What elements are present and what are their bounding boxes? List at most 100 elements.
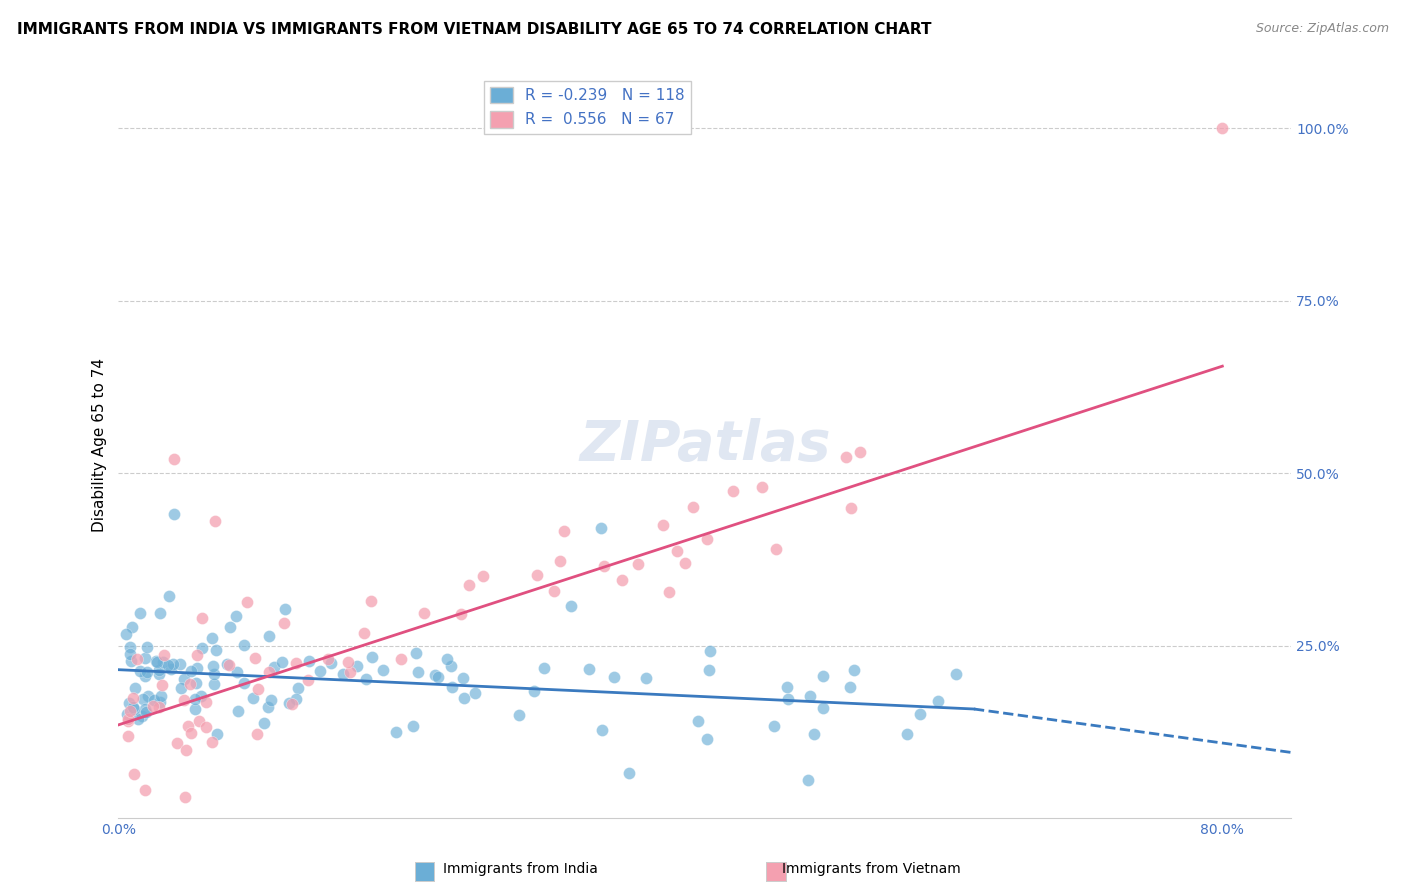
Point bbox=[776, 692, 799, 706]
Point bbox=[145, 654, 167, 668]
Point bbox=[658, 585, 681, 599]
Point bbox=[219, 619, 242, 633]
Point bbox=[602, 670, 624, 684]
Point bbox=[146, 656, 169, 670]
Point bbox=[811, 701, 834, 715]
Point bbox=[464, 686, 486, 700]
Point bbox=[799, 689, 821, 703]
Point bbox=[205, 727, 228, 741]
Point bbox=[117, 729, 139, 743]
Point bbox=[232, 639, 254, 653]
Point bbox=[124, 702, 146, 716]
Point bbox=[522, 683, 544, 698]
Point bbox=[233, 675, 256, 690]
Point bbox=[526, 568, 548, 582]
Point bbox=[117, 712, 139, 726]
Point bbox=[927, 694, 949, 708]
Point bbox=[319, 657, 342, 671]
Point bbox=[225, 665, 247, 679]
Point bbox=[134, 783, 156, 797]
Point bbox=[246, 727, 269, 741]
Point bbox=[242, 690, 264, 705]
Point bbox=[148, 699, 170, 714]
Point bbox=[186, 661, 208, 675]
Point bbox=[173, 672, 195, 686]
Point bbox=[360, 594, 382, 608]
Point bbox=[508, 708, 530, 723]
Point bbox=[124, 681, 146, 695]
Point bbox=[453, 691, 475, 706]
Point bbox=[191, 611, 214, 625]
Point bbox=[652, 517, 675, 532]
Point bbox=[385, 725, 408, 739]
Point bbox=[121, 700, 143, 714]
Point bbox=[134, 651, 156, 665]
Point bbox=[217, 657, 239, 671]
Point bbox=[553, 524, 575, 538]
Point bbox=[696, 731, 718, 746]
Point bbox=[118, 704, 141, 718]
Point bbox=[281, 697, 304, 711]
Point bbox=[839, 680, 862, 694]
Point bbox=[129, 606, 152, 620]
Point bbox=[849, 444, 872, 458]
Point bbox=[184, 702, 207, 716]
Point bbox=[776, 680, 799, 694]
Text: Source: ZipAtlas.com: Source: ZipAtlas.com bbox=[1256, 22, 1389, 36]
Point bbox=[450, 607, 472, 622]
Point bbox=[125, 652, 148, 666]
Point bbox=[436, 652, 458, 666]
Point bbox=[354, 672, 377, 686]
Text: Immigrants from Vietnam: Immigrants from Vietnam bbox=[782, 862, 962, 876]
Point bbox=[117, 706, 139, 721]
Point bbox=[673, 556, 696, 570]
Point bbox=[560, 599, 582, 613]
Point bbox=[150, 689, 173, 703]
Point bbox=[257, 699, 280, 714]
Point bbox=[135, 665, 157, 679]
Text: ZIPatlas: ZIPatlas bbox=[579, 418, 831, 473]
Point bbox=[471, 568, 494, 582]
Point bbox=[316, 652, 339, 666]
Point bbox=[117, 714, 139, 729]
Point bbox=[543, 584, 565, 599]
Point bbox=[298, 654, 321, 668]
Y-axis label: Disability Age 65 to 74: Disability Age 65 to 74 bbox=[93, 359, 107, 533]
Point bbox=[166, 736, 188, 750]
Point bbox=[834, 450, 856, 465]
Point bbox=[332, 667, 354, 681]
Point bbox=[186, 648, 208, 663]
Text: Immigrants from India: Immigrants from India bbox=[443, 862, 598, 876]
Point bbox=[204, 514, 226, 528]
Point bbox=[122, 767, 145, 781]
Point bbox=[245, 650, 267, 665]
Point bbox=[762, 719, 785, 733]
Point bbox=[142, 698, 165, 713]
Point bbox=[157, 589, 180, 603]
Text: IMMIGRANTS FROM INDIA VS IMMIGRANTS FROM VIETNAM DISABILITY AGE 65 TO 74 CORRELA: IMMIGRANTS FROM INDIA VS IMMIGRANTS FROM… bbox=[17, 22, 931, 37]
Point bbox=[118, 647, 141, 661]
Point bbox=[353, 626, 375, 640]
Point bbox=[548, 553, 571, 567]
Point bbox=[246, 682, 269, 697]
Point bbox=[201, 735, 224, 749]
Point bbox=[389, 652, 412, 666]
Point bbox=[360, 649, 382, 664]
Point bbox=[143, 693, 166, 707]
Point bbox=[202, 666, 225, 681]
Point bbox=[797, 773, 820, 788]
Point bbox=[263, 660, 285, 674]
Point bbox=[148, 666, 170, 681]
Point bbox=[202, 677, 225, 691]
Point bbox=[636, 672, 658, 686]
Point bbox=[128, 665, 150, 679]
Point bbox=[1211, 121, 1233, 136]
Point bbox=[236, 595, 259, 609]
Point bbox=[297, 673, 319, 687]
Point bbox=[339, 665, 361, 680]
Point bbox=[180, 725, 202, 739]
Point bbox=[945, 666, 967, 681]
Point bbox=[910, 706, 932, 721]
Point bbox=[149, 695, 172, 709]
Point bbox=[150, 678, 173, 692]
